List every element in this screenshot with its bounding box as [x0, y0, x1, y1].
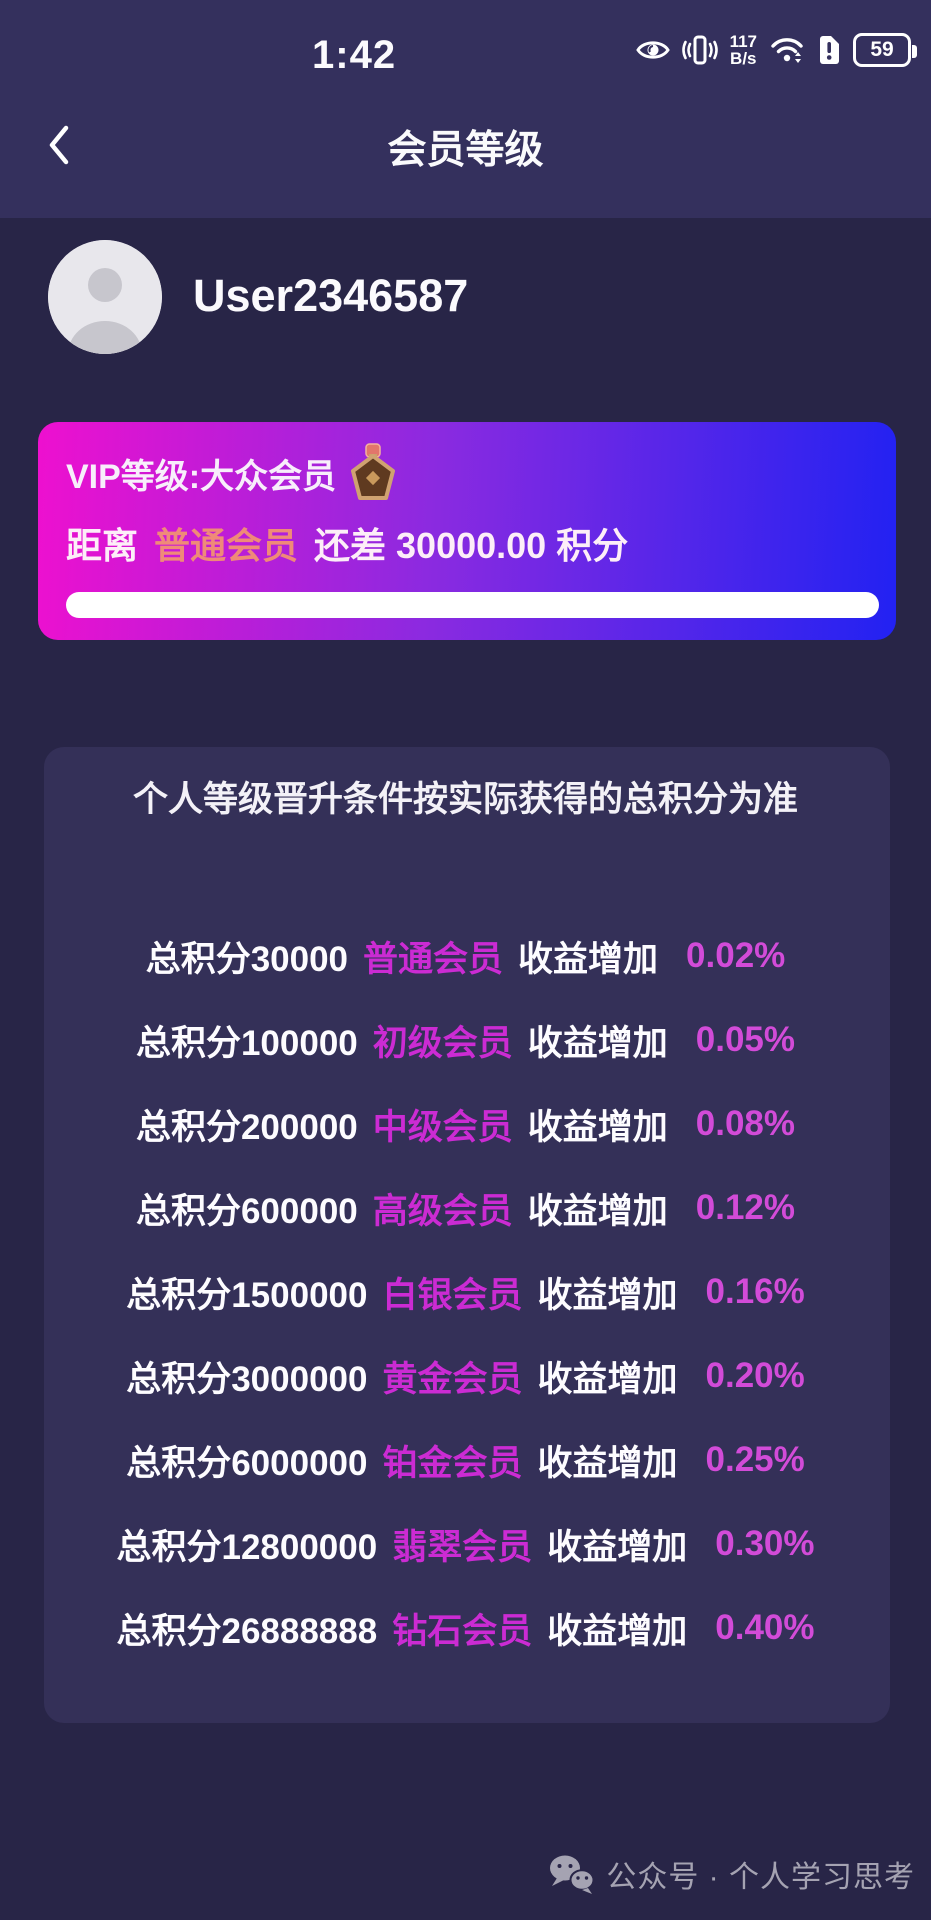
gain-label: 收益增加 [537, 1443, 678, 1483]
percent-value: 0.16% [705, 1272, 805, 1311]
level-row: 总积分6000000 铂金会员 收益增加 0.25% [0, 1418, 931, 1502]
points-label: 总积分6000000 [126, 1443, 368, 1483]
wifi-icon [769, 35, 805, 65]
level-name: 翡翠会员 [392, 1527, 533, 1567]
level-name: 黄金会员 [382, 1359, 523, 1399]
level-row: 总积分200000 中级会员 收益增加 0.08% [0, 1082, 931, 1166]
wechat-icon [548, 1853, 596, 1895]
gain-label: 收益增加 [537, 1275, 678, 1315]
avatar [48, 240, 162, 354]
level-name: 普通会员 [363, 939, 504, 979]
level-name: 初级会员 [372, 1023, 513, 1063]
nav-bar: 会员等级 [0, 110, 931, 200]
percent-value: 0.30% [715, 1524, 815, 1563]
points-label: 总积分600000 [135, 1191, 358, 1231]
level-name: 铂金会员 [382, 1443, 523, 1483]
level-row: 总积分3000000 黄金会员 收益增加 0.20% [0, 1334, 931, 1418]
level-rows: 总积分30000 普通会员 收益增加 0.02% 总积分100000 初级会员 … [0, 914, 931, 1670]
level-row: 总积分26888888 钻石会员 收益增加 0.40% [0, 1586, 931, 1670]
bronze-medal-icon [350, 442, 396, 504]
percent-value: 0.12% [695, 1188, 796, 1227]
eye-protection-icon [635, 37, 670, 63]
vip-level-line: VIP等级:大众会员 [66, 442, 396, 504]
percent-value: 0.08% [695, 1104, 796, 1143]
watermark: 公众号 · 个人学习思考 [548, 1852, 915, 1896]
percent-value: 0.40% [715, 1608, 815, 1647]
sim-alert-icon [817, 34, 841, 66]
points-label: 总积分26888888 [116, 1611, 378, 1651]
gain-label: 收益增加 [527, 1107, 668, 1147]
points-label: 总积分100000 [135, 1023, 358, 1063]
levels-panel [44, 747, 890, 1723]
next-level-progress-label: 距离 普通会员 还差 30000.00 积分 [66, 517, 628, 569]
percent-value: 0.05% [695, 1020, 796, 1059]
panel-title: 个人等级晋升条件按实际获得的总积分为准 [132, 780, 798, 819]
gain-label: 收益增加 [527, 1191, 668, 1231]
gain-label: 收益增加 [547, 1527, 688, 1567]
level-name: 高级会员 [372, 1191, 513, 1231]
level-name: 白银会员 [382, 1275, 523, 1315]
gain-label: 收益增加 [527, 1023, 668, 1063]
level-name: 钻石会员 [392, 1611, 533, 1651]
gain-label: 收益增加 [547, 1611, 688, 1651]
page-title: 会员等级 [387, 129, 544, 172]
gain-label: 收益增加 [518, 939, 659, 979]
username: User2346587 [193, 270, 469, 321]
battery-indicator: 59 [853, 33, 917, 67]
status-bar: 117 B/s 59 [635, 26, 919, 74]
vibrate-icon [681, 34, 718, 66]
percent-value: 0.02% [686, 936, 786, 975]
network-speed: 117 B/s [729, 32, 757, 68]
time-label: 1:42 [312, 33, 397, 77]
top-header: 1:42 117 B/s [0, 0, 931, 218]
back-button[interactable] [46, 124, 72, 166]
percent-value: 0.25% [705, 1440, 805, 1479]
points-label: 总积分30000 [145, 939, 349, 979]
level-row: 总积分600000 高级会员 收益增加 0.12% [0, 1166, 931, 1250]
percent-value: 0.20% [705, 1356, 805, 1395]
level-row: 总积分1500000 白银会员 收益增加 0.16% [0, 1250, 931, 1334]
level-row: 总积分12800000 翡翠会员 收益增加 0.30% [0, 1502, 931, 1586]
level-row: 总积分30000 普通会员 收益增加 0.02% [0, 914, 931, 998]
points-label: 总积分3000000 [126, 1359, 368, 1399]
vip-level-label: VIP等级:大众会员 [66, 457, 337, 496]
level-name: 中级会员 [372, 1107, 513, 1147]
points-label: 总积分12800000 [116, 1527, 378, 1567]
watermark-text: 公众号 · 个人学习思考 [606, 1861, 915, 1894]
points-label: 总积分200000 [135, 1107, 358, 1147]
points-label: 总积分1500000 [126, 1275, 368, 1315]
distance-prefix: 距离 [66, 525, 139, 566]
gain-label: 收益增加 [537, 1359, 678, 1399]
progress-bar [66, 592, 879, 618]
distance-suffix: 还差 30000.00 积分 [314, 525, 629, 566]
next-level-name: 普通会员 [154, 525, 299, 566]
level-row: 总积分100000 初级会员 收益增加 0.05% [0, 998, 931, 1082]
